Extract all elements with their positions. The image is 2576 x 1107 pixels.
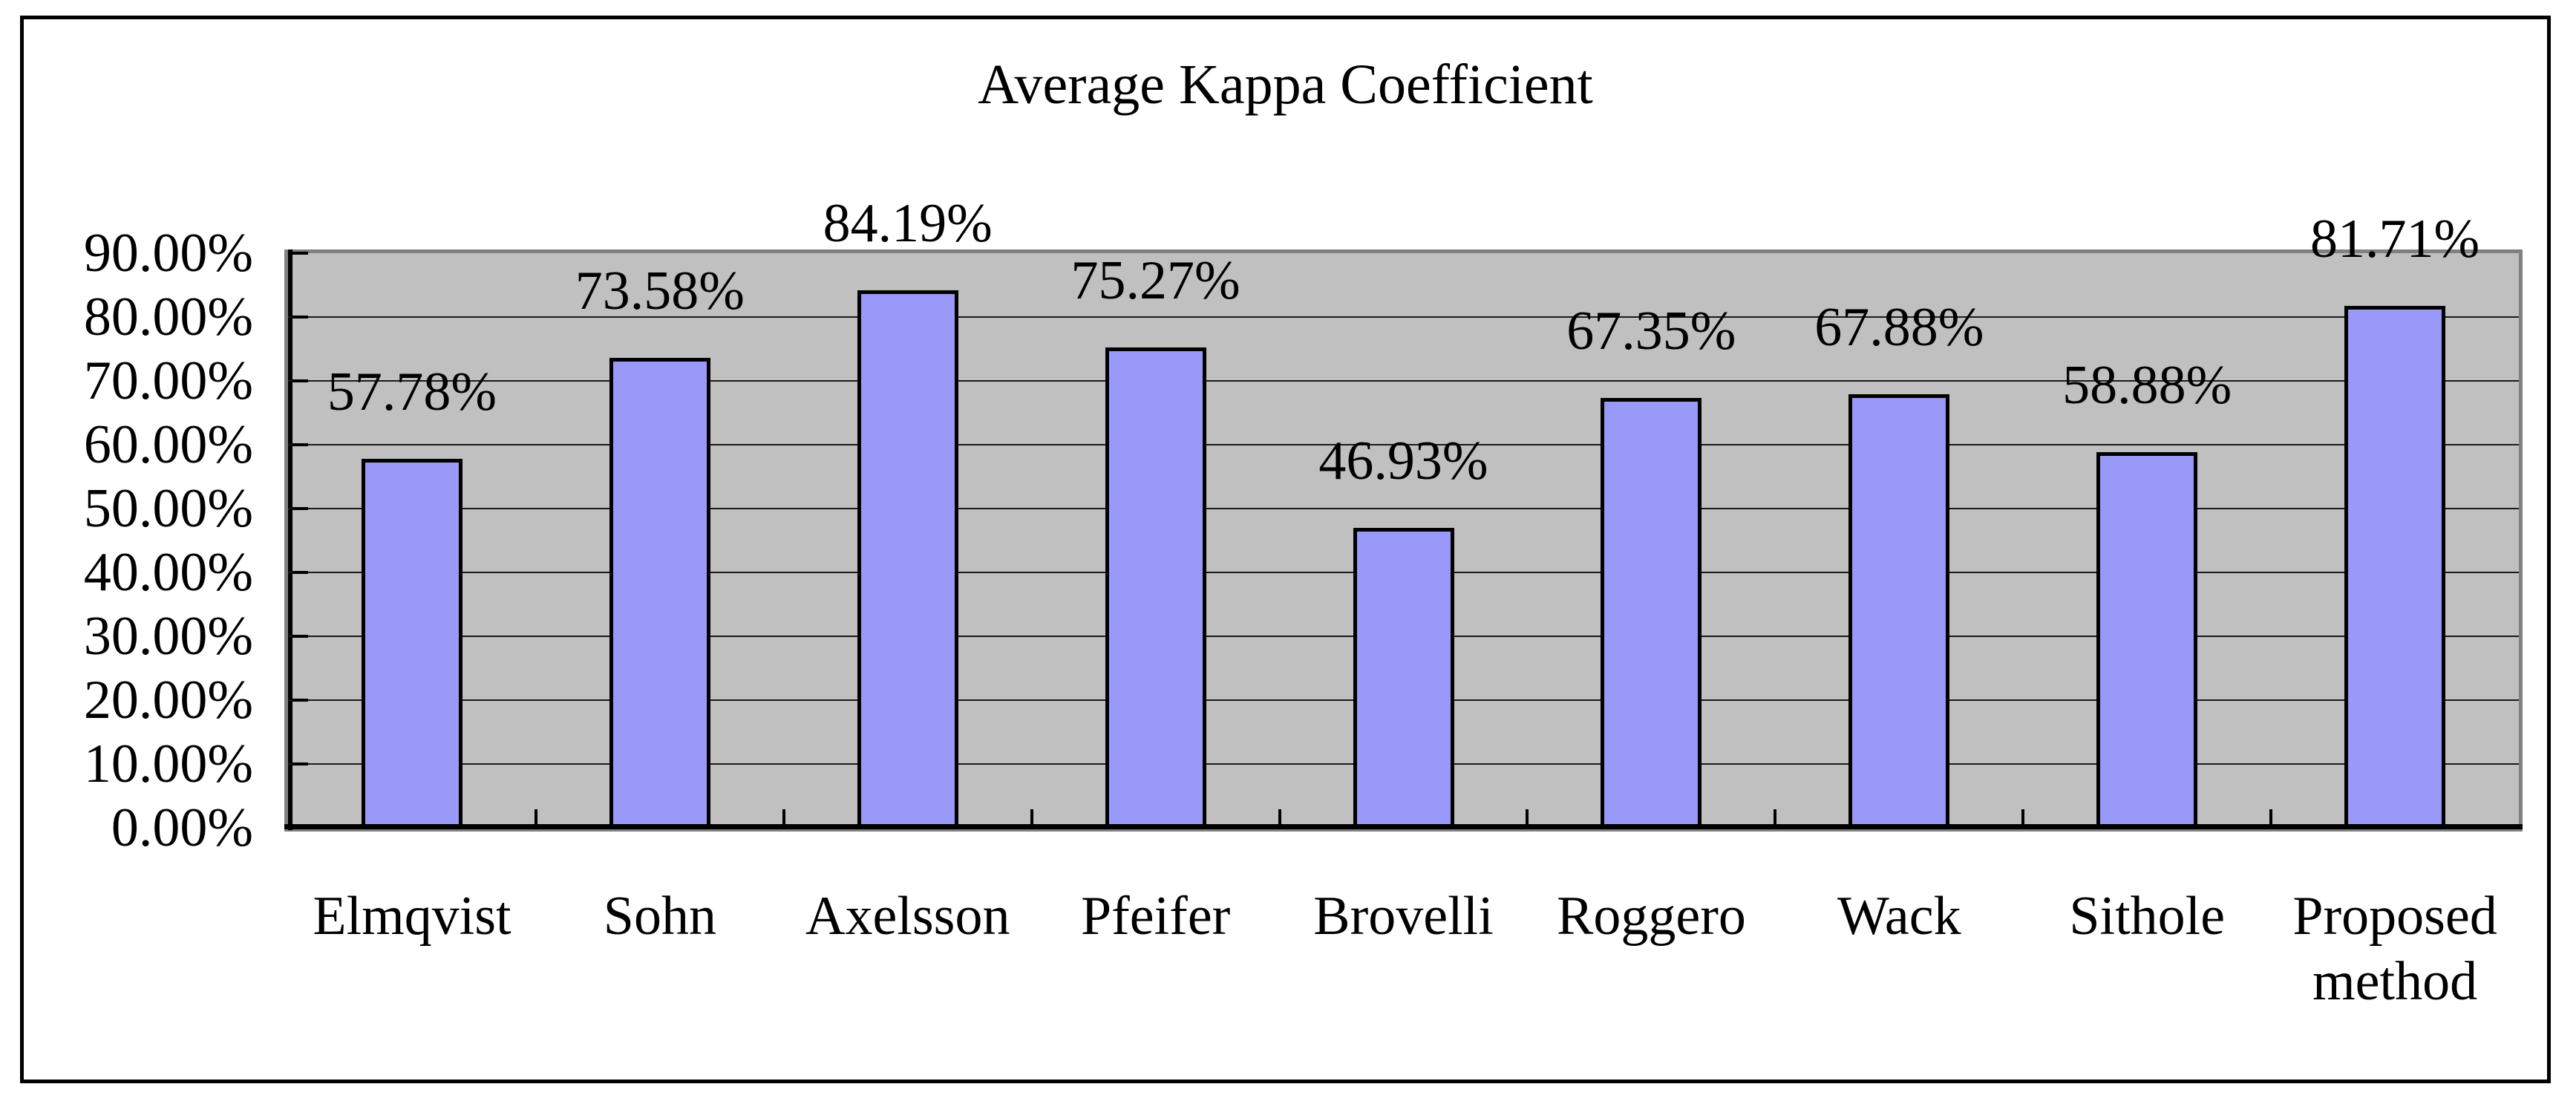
y-axis-tick (292, 699, 308, 702)
bar-roggero (1601, 398, 1702, 828)
value-label-wack: 67.88% (1814, 297, 1984, 358)
y-axis-tick (292, 763, 308, 765)
y-axis-label-40-00: 40.00% (83, 542, 253, 603)
category-label-sithole: Sithole (2069, 886, 2226, 947)
y-axis-tick (292, 635, 308, 638)
bar-axelsson (857, 290, 958, 828)
value-label-brovelli: 46.93% (1318, 431, 1488, 492)
bar-brovelli (1353, 528, 1454, 828)
y-axis-tick (292, 379, 308, 382)
x-axis-tick (1278, 809, 1281, 825)
y-axis-label-50-00: 50.00% (83, 478, 253, 539)
y-axis-tick (292, 571, 308, 574)
value-label-roggero: 67.35% (1566, 301, 1736, 362)
y-axis-label-70-00: 70.00% (83, 350, 253, 411)
bar-sithole (2096, 452, 2198, 828)
category-label-pfeifer: Pfeifer (1080, 886, 1231, 947)
x-axis-tick (2021, 809, 2025, 825)
bar-wack (1848, 394, 1950, 828)
x-axis-tick (534, 809, 537, 825)
category-label-elmqvist: Elmqvist (313, 886, 511, 947)
category-label-wack: Wack (1837, 886, 1961, 947)
x-axis-tick (782, 809, 785, 825)
x-axis-tick (1030, 809, 1033, 825)
gridline-80pct (288, 316, 2519, 318)
x-axis-tick (2269, 809, 2273, 825)
y-axis-label-90-00: 90.00% (83, 223, 253, 284)
y-axis-label-80-00: 80.00% (83, 287, 253, 347)
y-axis-tick (292, 443, 308, 446)
bar-sohn (609, 358, 710, 828)
bar-elmqvist (361, 459, 462, 828)
gridline-50pct (288, 508, 2519, 509)
y-axis-label-10-00: 10.00% (83, 734, 253, 794)
gridline-70pct (288, 380, 2519, 382)
y-axis-tick (292, 507, 308, 510)
y-axis-label-0-00: 0.00% (111, 797, 253, 858)
y-axis-label-30-00: 30.00% (83, 606, 253, 667)
value-label-pfeifer: 75.27% (1070, 250, 1240, 311)
y-axis-label-60-00: 60.00% (83, 414, 253, 475)
category-label-sohn: Sohn (603, 886, 716, 947)
gridline-60pct (288, 444, 2519, 445)
value-label-proposed-method: 81.71% (2309, 209, 2480, 270)
category-label-axelsson: Axelsson (805, 886, 1010, 947)
y-axis-tick (292, 252, 308, 255)
value-label-sohn: 73.58% (575, 261, 745, 321)
y-axis-line (288, 249, 292, 830)
bar-pfeifer (1105, 347, 1206, 828)
category-label-brovelli: Brovelli (1313, 886, 1494, 947)
category-label-proposed-method: Proposed method (2292, 886, 2497, 1012)
y-axis-tick (292, 316, 308, 319)
x-axis-tick (1526, 809, 1529, 825)
bar-proposed-method (2344, 306, 2446, 828)
chart-title: Average Kappa Coefficient (978, 53, 1593, 116)
value-label-elmqvist: 57.78% (327, 362, 497, 422)
y-axis-label-20-00: 20.00% (83, 670, 253, 731)
value-label-sithole: 58.88% (2062, 355, 2232, 416)
x-axis-tick (1774, 809, 1777, 825)
category-label-roggero: Roggero (1557, 886, 1746, 947)
value-label-axelsson: 84.19% (823, 193, 993, 254)
